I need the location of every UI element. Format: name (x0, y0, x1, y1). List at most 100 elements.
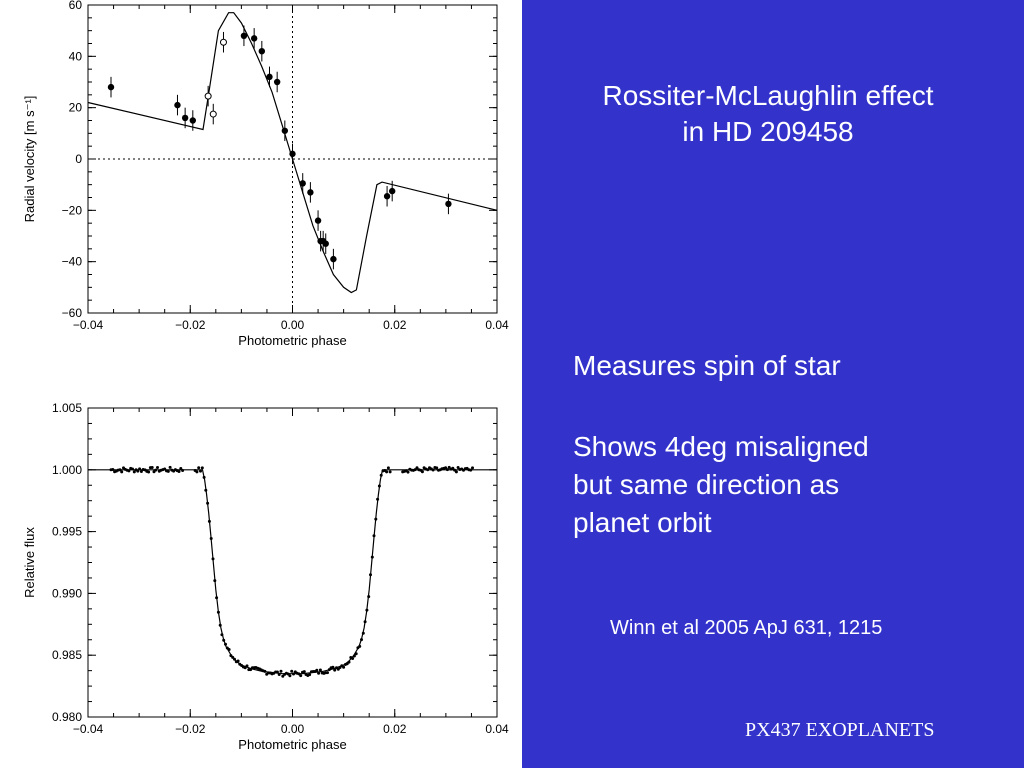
data-point (250, 35, 258, 42)
flux-point (277, 673, 281, 676)
flux-point (179, 467, 183, 470)
data-point (273, 78, 281, 86)
flux-point (181, 469, 185, 472)
flux-point (299, 674, 303, 678)
flux-point (243, 666, 247, 670)
photometry-points (109, 465, 474, 678)
flux-point (245, 664, 249, 668)
x-tick-label: 0.02 (383, 722, 407, 736)
flux-point (288, 674, 292, 678)
flux-point (150, 466, 154, 469)
y-axis-label: Relative flux (22, 527, 37, 598)
flux-point (211, 557, 215, 561)
flux-point (177, 470, 181, 473)
y-axis-label: Radial velocity [m s⁻¹] (22, 96, 37, 223)
flux-point (290, 669, 294, 673)
flux-point (454, 470, 458, 474)
y-tick-label: 0.995 (52, 525, 82, 539)
flux-point (420, 470, 424, 474)
footer-label: PX437 EXOPLANETS (745, 719, 935, 741)
slide-title-line-2: in HD 209458 (682, 116, 854, 147)
data-point (181, 114, 189, 122)
data-point (322, 240, 329, 247)
flux-point (333, 668, 337, 672)
x-tick-label: 0.00 (281, 318, 305, 332)
y-tick-label: −60 (62, 306, 83, 320)
x-axis-label: Photometric phase (238, 333, 346, 348)
flux-point (435, 466, 439, 470)
flux-point (363, 620, 367, 624)
flux-point (367, 595, 371, 599)
flux-point (275, 670, 279, 674)
x-tick-label: 0.00 (281, 722, 305, 736)
x-tick-label: 0.04 (485, 722, 509, 736)
flux-point (406, 470, 410, 474)
bullet-misalignment: Shows 4deg misaligned but same direction… (573, 428, 869, 542)
flux-point (358, 644, 362, 648)
flux-point (451, 466, 455, 470)
flux-point (279, 669, 283, 673)
flux-point (444, 466, 448, 470)
flux-point (197, 466, 201, 470)
flux-point (218, 623, 222, 627)
flux-point (351, 657, 355, 660)
flux-point (249, 668, 253, 672)
flux-point (431, 468, 435, 472)
flux-point (352, 654, 356, 658)
flux-point (216, 610, 220, 614)
radial-velocity-chart: −0.04 −0.02 0.00 0.02 0.04 −60 −40 −20 0 20 40 60 Ph… (22, 0, 509, 348)
y-tick-label: 0.990 (52, 586, 82, 600)
data-point-open (209, 110, 217, 118)
data-point (307, 189, 314, 196)
y-tick-label: 40 (69, 49, 83, 63)
data-point (266, 73, 273, 81)
x-tick-label: 0.02 (383, 318, 407, 332)
data-point-open (204, 92, 212, 100)
flux-point (236, 659, 240, 663)
data-point (299, 180, 306, 187)
citation: Winn et al 2005 ApJ 631, 1215 (610, 617, 883, 639)
y-tick-label: 0 (75, 152, 82, 166)
x-tick-label: −0.02 (175, 722, 206, 736)
flux-point (292, 672, 295, 676)
flux-point (200, 466, 204, 470)
bullet-measures-spin: Measures spin of star (573, 350, 841, 381)
flux-point (471, 466, 474, 470)
flux-point (365, 608, 369, 612)
y-tick-label: 1.000 (52, 463, 82, 477)
y-tick-label: −20 (62, 203, 83, 217)
flux-point (331, 665, 335, 669)
flux-point (372, 534, 376, 538)
bullet-misalignment-line-3: planet orbit (573, 507, 712, 538)
flux-point (456, 466, 460, 469)
data-point (107, 83, 115, 91)
x-tick-label: −0.04 (73, 318, 104, 332)
y-tick-label: 20 (69, 101, 83, 115)
flux-point (163, 467, 167, 471)
flux-point (147, 470, 151, 474)
x-tick-label: −0.04 (73, 722, 104, 736)
flux-point (127, 469, 131, 473)
flux-point (370, 555, 374, 559)
flux-point (377, 484, 381, 488)
flux-point (263, 669, 267, 673)
data-point (281, 127, 289, 134)
flux-point (342, 665, 346, 669)
flux-point (206, 501, 210, 505)
model-curve (88, 469, 497, 675)
flux-point (315, 668, 319, 672)
flux-point (227, 648, 231, 651)
flux-point (374, 517, 378, 521)
flux-point (386, 466, 390, 470)
flux-point (166, 469, 170, 473)
flux-point (222, 638, 226, 642)
data-point (383, 193, 391, 200)
y-tick-label: 1.005 (52, 401, 82, 415)
flux-point (138, 467, 142, 471)
y-tick-label: 0.980 (52, 710, 82, 724)
flux-point (369, 573, 372, 577)
flux-point (233, 657, 236, 661)
flux-point (209, 537, 213, 540)
y-tick-label: −40 (62, 255, 83, 269)
flux-point (202, 475, 206, 479)
